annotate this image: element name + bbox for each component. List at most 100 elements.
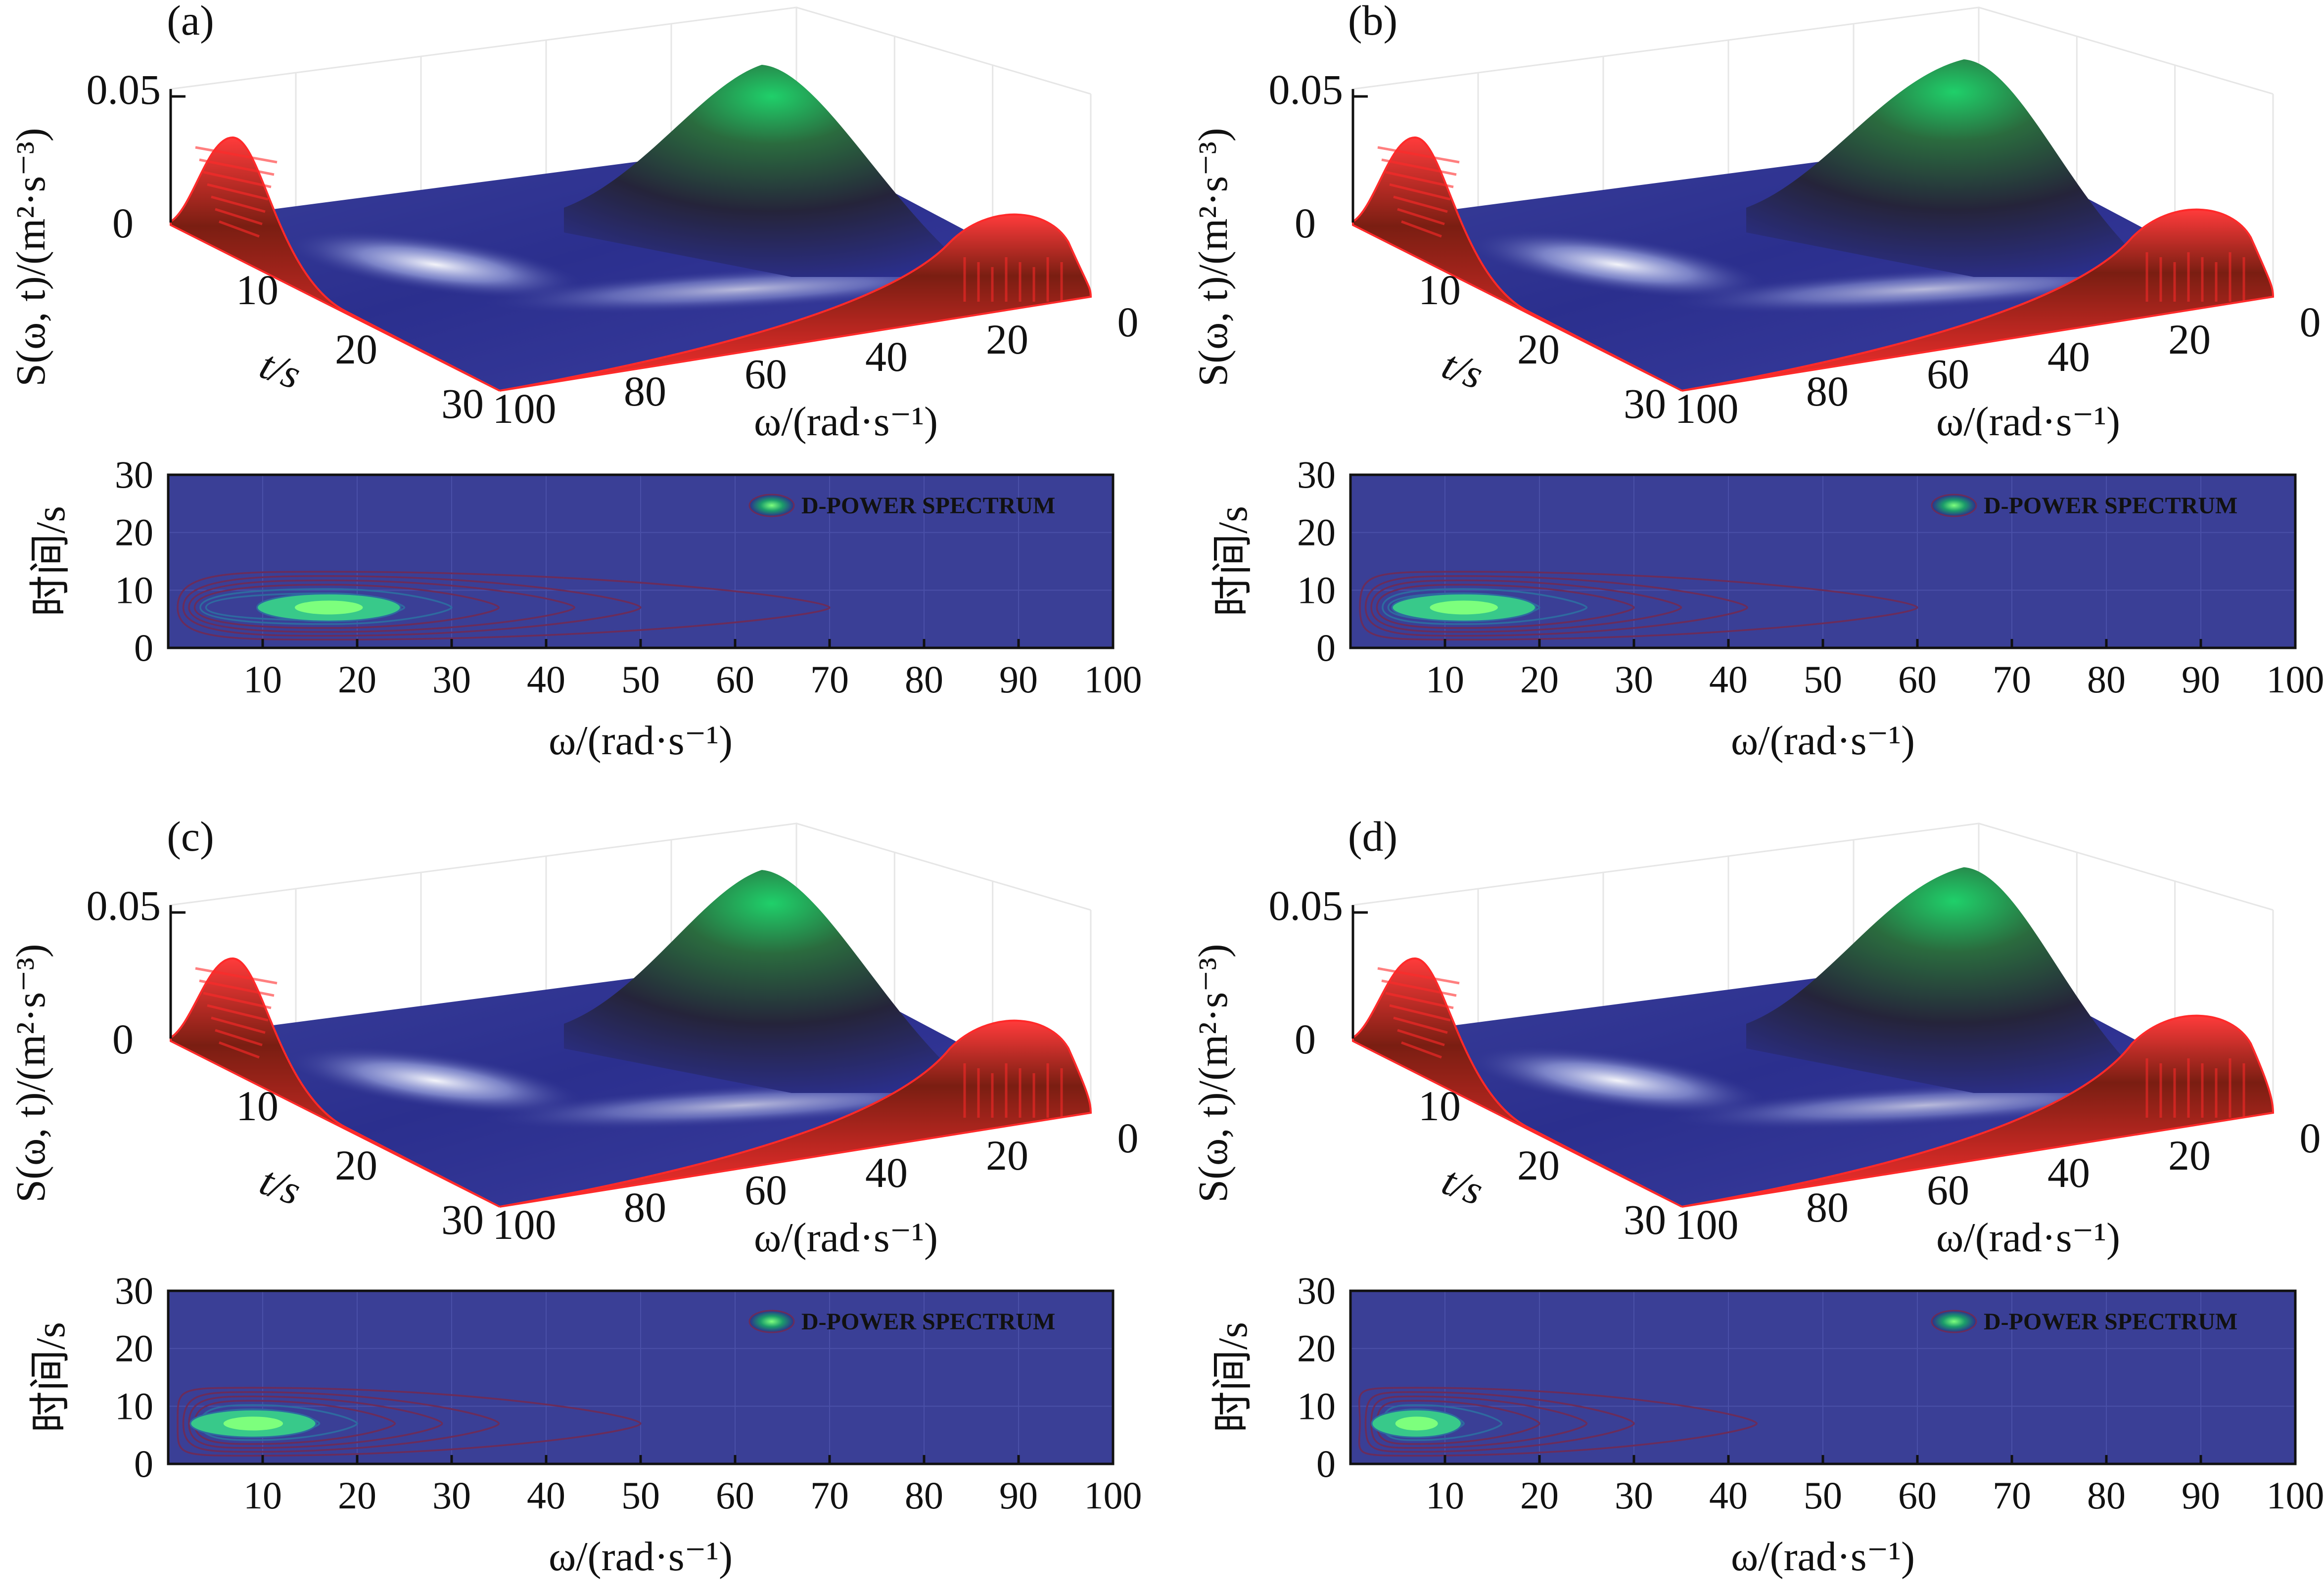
- x-tick-label: 10: [243, 658, 282, 701]
- x-tick-label: 10: [243, 1474, 282, 1517]
- contour-line: [182, 1391, 500, 1453]
- y-tick-label: 10: [1297, 568, 1336, 611]
- t-tick-label: 10: [236, 266, 279, 314]
- y-tick-label: 0: [1316, 1442, 1336, 1485]
- z-tick-label: 0: [112, 199, 134, 247]
- x-tick-label: 10: [1426, 1474, 1464, 1517]
- y-tick-label: 10: [115, 1384, 153, 1427]
- x-tick-label: 20: [1520, 1474, 1559, 1517]
- projection-grid-line: [1401, 220, 1442, 238]
- contour-peak: [294, 600, 363, 615]
- legend-swatch: [748, 1310, 795, 1333]
- contour-line: [193, 584, 500, 629]
- t-tick-label: 10: [1418, 266, 1461, 314]
- projection-grid-line: [211, 1016, 266, 1034]
- z-tick-label: 0: [112, 1015, 134, 1063]
- y-tick-label: 30: [1297, 1269, 1336, 1312]
- y-axis-label: 时间/s: [28, 1322, 74, 1433]
- panel-label: (d): [1348, 813, 1397, 860]
- w-tick-label: 0: [2300, 298, 2321, 346]
- w-tick-label: 100: [1675, 385, 1739, 432]
- projection-grid-line: [207, 183, 269, 201]
- x-tick-label: 100: [2267, 658, 2324, 701]
- w-tick-label: 100: [1675, 1201, 1739, 1248]
- contour-peak: [1430, 600, 1498, 615]
- contour-peak: [1395, 1416, 1438, 1431]
- x-tick-label: 80: [905, 658, 943, 701]
- legend-swatch: [748, 494, 795, 517]
- projection-grid-line: [1389, 183, 1451, 201]
- side-wall-top: [1978, 6, 2274, 95]
- x-tick-label: 70: [810, 1474, 849, 1517]
- x-tick-label: 80: [2087, 1474, 2126, 1517]
- y-axis-label: 时间/s: [28, 506, 74, 617]
- surface-peak: [564, 65, 979, 277]
- z-tick-label: 0.05: [87, 882, 161, 929]
- x-tick-label: 90: [999, 1474, 1038, 1517]
- x-tick-label: 60: [716, 1474, 754, 1517]
- w-axis-label: ω/(rad·s⁻¹): [1936, 1215, 2120, 1261]
- contour-line: [1359, 571, 1918, 641]
- projection-grid-line: [219, 220, 260, 238]
- contour-line: [182, 575, 642, 637]
- y-axis-label: 时间/s: [1210, 506, 1256, 617]
- x-tick-label: 70: [1993, 1474, 2031, 1517]
- contour-line: [188, 579, 576, 633]
- projection-grid-line: [1393, 195, 1448, 213]
- z-axis-label: S(ω, t)/(m²·s⁻³): [8, 944, 54, 1202]
- legend-label: D-POWER SPECTRUM: [801, 493, 1055, 519]
- w-tick-label: 80: [624, 1183, 666, 1231]
- x-tick-label: 30: [432, 1474, 471, 1517]
- projection-grid-line: [1381, 158, 1457, 176]
- t-axis-label: t/s: [1437, 341, 1489, 398]
- t-tick-label: 30: [1624, 1196, 1666, 1243]
- side-wall-top: [796, 822, 1091, 911]
- projection-grid-line: [215, 208, 263, 226]
- projection-grid-line: [1377, 146, 1460, 164]
- surface-peak: [564, 870, 979, 1093]
- surface-ridge-glow: [485, 265, 999, 314]
- t-tick-label: 20: [335, 1141, 377, 1189]
- projection-grid-line: [1385, 171, 1454, 188]
- panel-label: (c): [167, 813, 214, 860]
- x-tick-label: 40: [1709, 1474, 1748, 1517]
- surface-ridge-glow: [288, 1046, 583, 1115]
- contour-line: [1370, 1395, 1588, 1449]
- t-tick-label: 20: [1517, 1141, 1560, 1189]
- x-tick-label: 50: [1804, 1474, 1842, 1517]
- w-tick-label: 100: [493, 385, 557, 432]
- x-tick-label: 40: [527, 658, 565, 701]
- y-tick-label: 10: [1297, 1384, 1336, 1427]
- legend-label: D-POWER SPECTRUM: [801, 1309, 1055, 1335]
- t-tick-label: 20: [1517, 325, 1560, 373]
- surface-ridge-glow: [1667, 1081, 2182, 1130]
- y-tick-label: 0: [1316, 626, 1336, 669]
- projection-omega-wall: [499, 1019, 1092, 1208]
- surface-ridge-glow: [1470, 1046, 1765, 1115]
- side-wall-top: [1978, 822, 2274, 911]
- projection-grid-line: [203, 992, 272, 1009]
- surface-ridge-glow: [485, 1081, 999, 1130]
- x-tick-label: 100: [2267, 1474, 2324, 1517]
- w-tick-label: 60: [1927, 1166, 1969, 1214]
- x-tick-label: 60: [1898, 658, 1937, 701]
- y-tick-label: 20: [1297, 1327, 1336, 1370]
- contour-line: [1376, 584, 1635, 629]
- x-tick-label: 10: [1426, 658, 1464, 701]
- z-tick-label: 0.05: [1269, 882, 1344, 929]
- projection-t-wall: [1352, 957, 1682, 1208]
- w-axis-label: ω/(rad·s⁻¹): [754, 399, 938, 445]
- w-tick-label: 60: [1927, 350, 1969, 398]
- t-axis-label: t/s: [1437, 1157, 1489, 1214]
- projection-grid-line: [207, 1004, 269, 1022]
- legend-swatch: [1931, 1310, 1977, 1333]
- z-axis-label: S(ω, t)/(m²·s⁻³): [8, 128, 54, 386]
- legend-label: D-POWER SPECTRUM: [1984, 493, 2237, 519]
- x-tick-label: 100: [1084, 1474, 1142, 1517]
- t-tick-label: 20: [335, 325, 377, 373]
- y-tick-label: 10: [115, 568, 153, 611]
- w-tick-label: 20: [2168, 316, 2211, 363]
- projection-grid-line: [1377, 967, 1460, 985]
- z-axis-label: S(ω, t)/(m²·s⁻³): [1190, 944, 1236, 1202]
